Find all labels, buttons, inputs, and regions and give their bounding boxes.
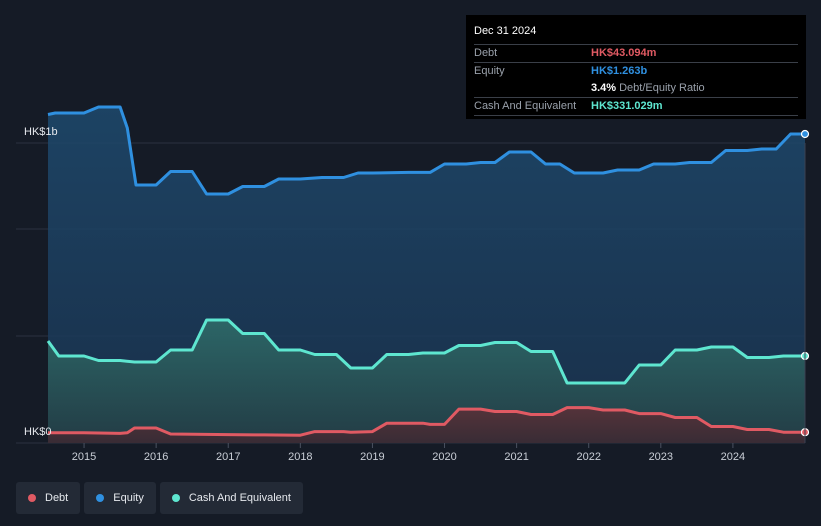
marker-layer [800,129,810,443]
y-axis-top-label: HK$1b [24,126,58,138]
legend-item-equity[interactable]: Equity [84,482,156,514]
x-tick-label-2023: 2023 [649,451,673,463]
x-tick-label-2019: 2019 [360,451,384,463]
tooltip-date: Dec 31 2024 [474,24,798,45]
legend-dot-cash-icon [171,494,180,502]
x-tick-label-2020: 2020 [432,451,456,463]
tooltip-label-cash: Cash And Equivalent [474,100,577,112]
legend-label-debt: Debt [45,492,69,504]
tooltip-value-cash: HK$331.029m [591,100,663,112]
x-tick-label-2018: 2018 [288,451,312,463]
x-tick-label-2021: 2021 [504,451,528,463]
tooltip-value-ratio: 3.4% [591,82,617,94]
line-debt [48,406,805,437]
legend-item-debt[interactable]: Debt [16,482,81,514]
legend-dot-equity-icon [96,494,105,502]
legend-item-cash[interactable]: Cash And Equivalent [159,482,303,514]
tooltip-label-debt: Debt [474,47,498,59]
line-layer [46,105,805,437]
tooltip-row-equity: Equity HK$1.263b [474,63,798,80]
legend-dot-debt-icon [28,494,36,502]
x-tick-label-2024: 2024 [721,451,745,463]
tooltip: Dec 31 2024 Debt HK$43.094m Equity HK$1.… [466,15,806,119]
x-tick-label-2016: 2016 [144,451,168,463]
line-cash-and-equivalent [46,318,805,385]
tooltip-label-equity: Equity [474,65,505,77]
tooltip-row-cash: Cash And Equivalent HK$331.029m [474,98,798,116]
end-marker-equity [800,129,810,139]
x-tick-label-2015: 2015 [72,451,96,463]
tooltip-value-debt: HK$43.094m [591,47,657,59]
legend-label-equity: Equity [113,492,144,504]
x-tick-label-2022: 2022 [576,451,600,463]
tooltip-row-debt: Debt HK$43.094m [474,45,798,63]
tooltip-row-ratio: 3.4% Debt/Equity Ratio [474,80,798,98]
tooltip-ratio-caption: Debt/Equity Ratio [619,82,705,94]
y-axis-bottom-label: HK$0 [24,426,52,438]
line-equity [47,105,805,196]
legend: Debt Equity Cash And Equivalent [16,482,303,514]
area-layer [48,107,805,443]
x-axis-ticks: 2015 2016 2017 2018 2019 2020 2021 2022 2023 2024 [72,443,745,463]
x-tick-label-2017: 2017 [216,451,240,463]
tooltip-value-equity: HK$1.263b [591,65,648,77]
tooltip-label-ratio [474,80,591,97]
legend-label-cash: Cash And Equivalent [188,492,291,504]
